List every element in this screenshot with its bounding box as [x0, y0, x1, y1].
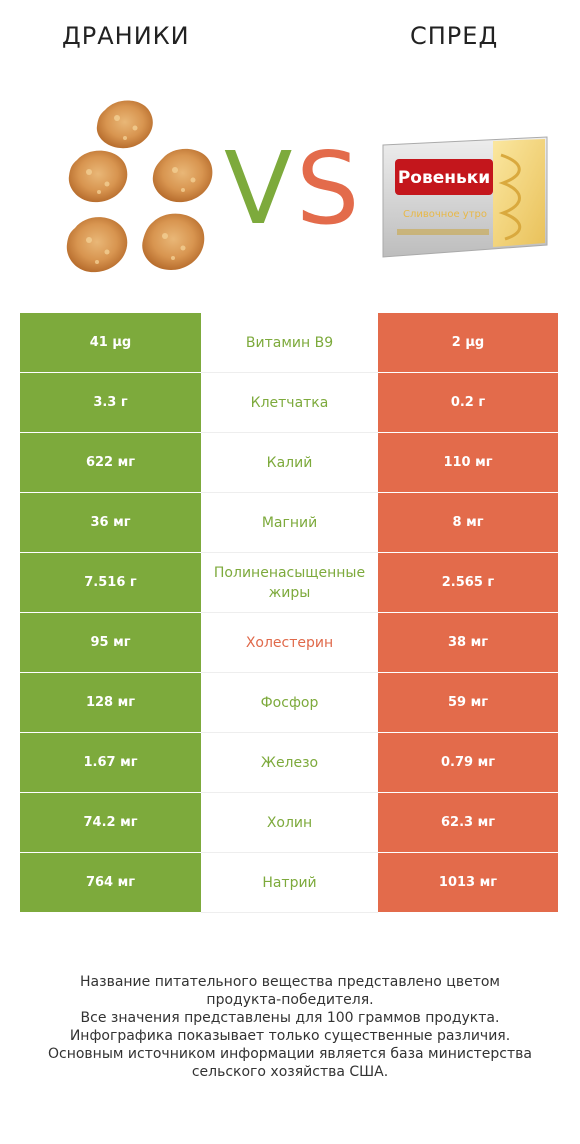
right-value: 59 мг: [378, 673, 558, 733]
nutrient-label: Клетчатка: [201, 373, 378, 433]
pancake-1: [96, 100, 153, 149]
pancake-2: [68, 150, 128, 203]
left-value: 95 мг: [20, 613, 201, 673]
vs-letter-s: S: [296, 130, 359, 238]
right-value: 1013 мг: [378, 853, 558, 913]
footer-line: Инфографика показывает только существенн…: [69, 1028, 511, 1044]
footer-line: Название питательного вещества представл…: [80, 974, 500, 990]
left-product-title: ДРАНИКИ: [62, 22, 190, 50]
brand-logo: Ровеньки: [395, 159, 493, 195]
nutrient-label: Натрий: [201, 853, 378, 913]
nutrient-label: Холин: [201, 793, 378, 853]
nutrient-label: Фосфор: [201, 673, 378, 733]
nutrient-label: Магний: [201, 493, 378, 553]
spread-package-image: Ровеньки Сливочное утро: [382, 136, 548, 258]
right-value: 38 мг: [378, 613, 558, 673]
comparison-table: 41 µg Витамин B9 2 µg 3.3 г Клетчатка 0.2 г 62…: [20, 313, 558, 913]
table-row: 95 мг Холестерин 38 мг: [20, 613, 558, 673]
table-row: 7.516 г Полиненасыщенные жиры 2.565 г: [20, 553, 558, 613]
nutrient-label: Калий: [201, 433, 378, 493]
left-value: 128 мг: [20, 673, 201, 733]
table-row: 74.2 мг Холин 62.3 мг: [20, 793, 558, 853]
nutrient-label: Витамин B9: [201, 313, 378, 373]
right-value: 8 мг: [378, 493, 558, 553]
nutrient-label: Холестерин: [201, 613, 378, 673]
pancake-4: [66, 217, 128, 273]
table-row: 36 мг Магний 8 мг: [20, 493, 558, 553]
package-label: Сливочное утро: [403, 209, 487, 220]
right-value: 0.79 мг: [378, 733, 558, 793]
right-value: 2 µg: [378, 313, 558, 373]
table-row: 41 µg Витамин B9 2 µg: [20, 313, 558, 373]
svg-text:Ровеньки: Ровеньки: [398, 168, 490, 188]
left-value: 74.2 мг: [20, 793, 201, 853]
right-value: 62.3 мг: [378, 793, 558, 853]
right-product-title: СПРЕД: [410, 22, 499, 50]
left-value: 1.67 мг: [20, 733, 201, 793]
table-row: 3.3 г Клетчатка 0.2 г: [20, 373, 558, 433]
nutrient-label: Железо: [201, 733, 378, 793]
footer-line: продукта-победителя.: [206, 992, 374, 1008]
table-row: 1.67 мг Железо 0.79 мг: [20, 733, 558, 793]
table-row: 128 мг Фосфор 59 мг: [20, 673, 558, 733]
right-value: 2.565 г: [378, 553, 558, 613]
right-value: 0.2 г: [378, 373, 558, 433]
table-row: 764 мг Натрий 1013 мг: [20, 853, 558, 913]
pancake-5: [142, 213, 205, 270]
footer-line: Основным источником информации является …: [48, 1046, 532, 1062]
footer-line: сельского хозяйства США.: [191, 1064, 389, 1080]
potato-pancakes-image: [66, 100, 213, 273]
nutrient-label: Полиненасыщенные жиры: [201, 553, 378, 613]
left-value: 622 мг: [20, 433, 201, 493]
left-value: 3.3 г: [20, 373, 201, 433]
left-value: 764 мг: [20, 853, 201, 913]
left-value: 7.516 г: [20, 553, 201, 613]
table-row: 622 мг Калий 110 мг: [20, 433, 558, 493]
pancake-3: [152, 148, 213, 203]
footer-notes: Название питательного вещества представл…: [20, 973, 560, 1081]
right-value: 110 мг: [378, 433, 558, 493]
footer-line: Все значения представлены для 100 граммо…: [80, 1010, 500, 1026]
vs-logo: V S: [224, 130, 359, 238]
left-value: 36 мг: [20, 493, 201, 553]
left-value: 41 µg: [20, 313, 201, 373]
vs-letter-v: V: [224, 130, 292, 238]
